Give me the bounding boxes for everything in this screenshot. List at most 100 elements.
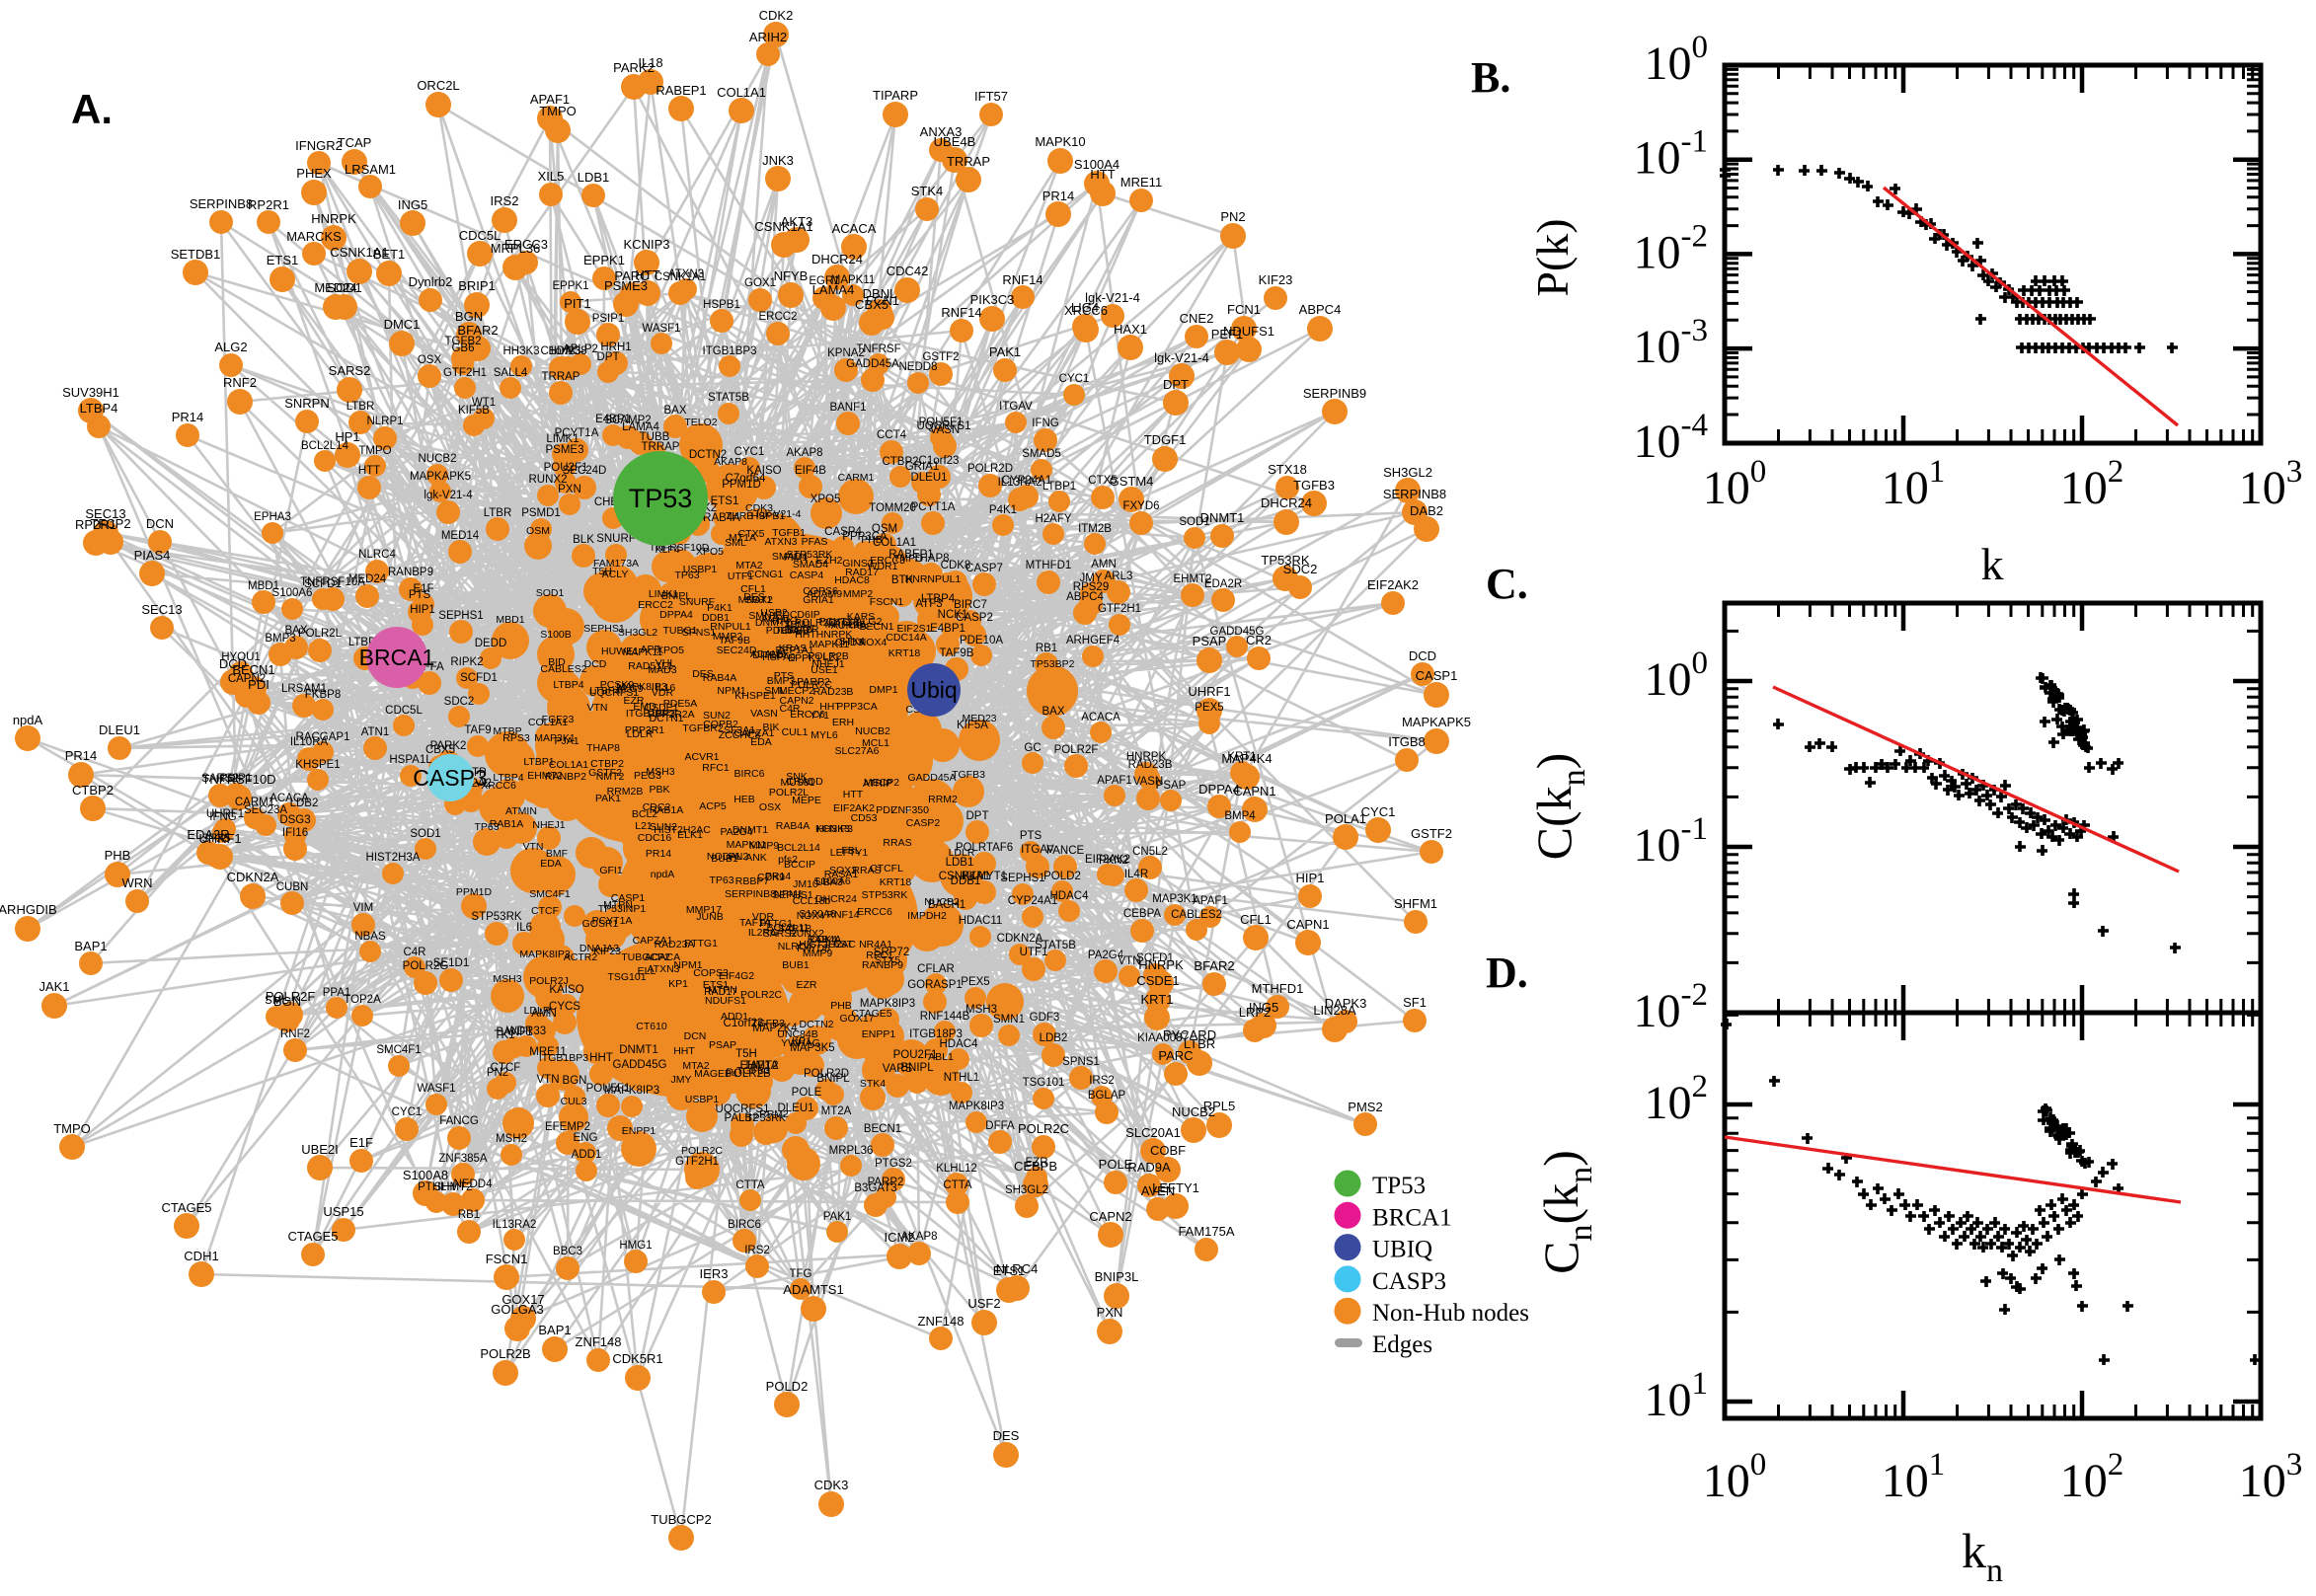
svg-text:BCCIP: BCCIP xyxy=(784,859,815,871)
svg-text:IFNG: IFNG xyxy=(1032,418,1059,429)
svg-text:SOD1: SOD1 xyxy=(327,280,361,295)
svg-text:USP2: USP2 xyxy=(760,607,788,619)
svg-text:Edges: Edges xyxy=(1372,1331,1432,1358)
svg-text:CR2: CR2 xyxy=(1246,633,1272,647)
svg-text:SHFM1: SHFM1 xyxy=(1394,896,1437,911)
svg-text:STK4: STK4 xyxy=(911,184,944,198)
svg-text:VIM: VIM xyxy=(353,902,373,914)
svg-text:DHCR24: DHCR24 xyxy=(815,893,857,905)
svg-text:SNURF: SNURF xyxy=(679,596,715,608)
svg-text:XRCC6: XRCC6 xyxy=(481,780,516,792)
svg-text:CDC14A: CDC14A xyxy=(886,632,926,644)
svg-text:RRAS: RRAS xyxy=(852,865,881,876)
svg-text:IMPDH2: IMPDH2 xyxy=(907,910,947,922)
svg-text:AKAP8: AKAP8 xyxy=(786,447,822,459)
svg-text:PPP3CA: PPP3CA xyxy=(836,701,877,713)
svg-text:CTX5: CTX5 xyxy=(738,528,765,540)
svg-text:ADAMTS1: ADAMTS1 xyxy=(783,1282,843,1297)
svg-text:PTTG1: PTTG1 xyxy=(684,938,718,950)
svg-text:ACACA: ACACA xyxy=(832,221,877,236)
svg-text:PSAP: PSAP xyxy=(709,1039,736,1051)
svg-text:MMP2: MMP2 xyxy=(713,631,742,643)
svg-text:USP15: USP15 xyxy=(323,1204,363,1219)
svg-text:ARHGDIB: ARHGDIB xyxy=(0,902,57,917)
svg-text:TAF9B: TAF9B xyxy=(719,635,750,646)
svg-text:ACTR2: ACTR2 xyxy=(564,951,598,963)
svg-text:NODAL: NODAL xyxy=(707,851,742,863)
svg-text:CASP3: CASP3 xyxy=(413,765,487,791)
svg-text:OSX: OSX xyxy=(418,354,442,366)
svg-text:LTBP4: LTBP4 xyxy=(493,772,523,784)
svg-text:RAD9A: RAD9A xyxy=(1127,1160,1171,1175)
svg-text:XPO5: XPO5 xyxy=(656,645,684,656)
svg-text:SMAD4: SMAD4 xyxy=(793,559,828,570)
svg-text:SERPINB8: SERPINB8 xyxy=(725,888,776,900)
svg-text:ITGB18P3: ITGB18P3 xyxy=(909,1028,963,1040)
svg-text:BGN: BGN xyxy=(273,994,301,1009)
svg-text:POU5F1: POU5F1 xyxy=(919,417,964,428)
svg-text:ITGAV: ITGAV xyxy=(999,401,1033,413)
svg-text:RIPK2: RIPK2 xyxy=(450,656,483,668)
svg-text:UTF1: UTF1 xyxy=(728,570,753,582)
svg-text:BMP4: BMP4 xyxy=(1224,810,1256,822)
svg-text:TUBGCP2: TUBGCP2 xyxy=(621,951,670,963)
svg-text:SEPHS1: SEPHS1 xyxy=(772,889,813,901)
svg-text:SUN2: SUN2 xyxy=(703,710,731,722)
svg-text:DITED: DITED xyxy=(752,649,784,661)
svg-text:BBC3: BBC3 xyxy=(553,1246,582,1257)
svg-text:HDAC11: HDAC11 xyxy=(959,915,1003,927)
svg-text:RNF2: RNF2 xyxy=(280,1028,310,1040)
svg-text:HNRPK: HNRPK xyxy=(1138,957,1184,972)
svg-text:PPM1D: PPM1D xyxy=(722,479,761,491)
svg-text:UQCRFS1: UQCRFS1 xyxy=(716,1103,770,1115)
svg-text:SOX2: SOX2 xyxy=(745,594,773,606)
svg-text:S100A6: S100A6 xyxy=(813,875,851,887)
svg-text:PEX5: PEX5 xyxy=(1195,702,1223,714)
svg-text:LDLR: LDLR xyxy=(627,728,654,740)
svg-text:EIF4G2: EIF4G2 xyxy=(719,970,754,982)
svg-text:VTN: VTN xyxy=(537,1074,560,1086)
svg-text:TGFB3: TGFB3 xyxy=(751,1018,785,1029)
svg-text:VASN: VASN xyxy=(1133,776,1163,788)
svg-text:CDKN2A: CDKN2A xyxy=(227,870,279,884)
svg-text:ANK: ANK xyxy=(745,852,767,864)
svg-text:UBIQ: UBIQ xyxy=(1372,1237,1432,1263)
svg-text:HIP1: HIP1 xyxy=(410,604,435,616)
svg-text:CDK3: CDK3 xyxy=(814,1478,849,1492)
svg-text:ERCC6: ERCC6 xyxy=(790,709,825,721)
svg-text:PIAS4: PIAS4 xyxy=(134,548,171,563)
svg-text:L21: L21 xyxy=(635,820,653,832)
svg-text:SMC4F1: SMC4F1 xyxy=(376,1044,421,1056)
svg-text:NPM1: NPM1 xyxy=(774,888,803,900)
svg-text:RP2R1: RP2R1 xyxy=(248,197,289,212)
svg-text:EPHA3: EPHA3 xyxy=(254,511,291,523)
svg-text:TMPO: TMPO xyxy=(893,553,923,565)
svg-text:BECN1: BECN1 xyxy=(859,621,893,633)
svg-text:SPNS1: SPNS1 xyxy=(1062,1056,1100,1068)
svg-text:TGFB3: TGFB3 xyxy=(952,769,985,781)
svg-text:EMD: EMD xyxy=(633,701,656,713)
svg-text:CDC16: CDC16 xyxy=(638,832,672,844)
svg-text:CDK2: CDK2 xyxy=(759,8,794,23)
svg-text:MRE11: MRE11 xyxy=(1120,175,1162,190)
svg-text:PAK1: PAK1 xyxy=(989,344,1021,359)
svg-text:PTGS2: PTGS2 xyxy=(875,1158,912,1170)
svg-text:DMC1: DMC1 xyxy=(384,317,421,332)
svg-text:CN5L2: CN5L2 xyxy=(1132,846,1168,858)
svg-text:BFAR2: BFAR2 xyxy=(457,323,498,338)
svg-text:RAB4A: RAB4A xyxy=(776,820,810,832)
svg-text:STP53RK: STP53RK xyxy=(862,889,908,901)
svg-text:POLR2L: POLR2L xyxy=(769,787,809,798)
svg-text:PAK1: PAK1 xyxy=(823,1211,852,1223)
svg-text:SERPINB8: SERPINB8 xyxy=(190,196,253,211)
svg-text:DCD: DCD xyxy=(1409,648,1436,663)
svg-text:MAPK11: MAPK11 xyxy=(727,839,767,851)
svg-text:Non-Hub nodes: Non-Hub nodes xyxy=(1372,1300,1529,1327)
svg-text:DPT: DPT xyxy=(1163,377,1189,392)
svg-text:STX5: STX5 xyxy=(875,954,900,966)
svg-text:SMN1: SMN1 xyxy=(748,610,777,622)
svg-text:HNRPK: HNRPK xyxy=(311,211,356,226)
svg-text:CASP2: CASP2 xyxy=(906,817,941,829)
svg-text:KP1: KP1 xyxy=(668,978,688,990)
svg-text:MRPL36: MRPL36 xyxy=(491,241,541,256)
